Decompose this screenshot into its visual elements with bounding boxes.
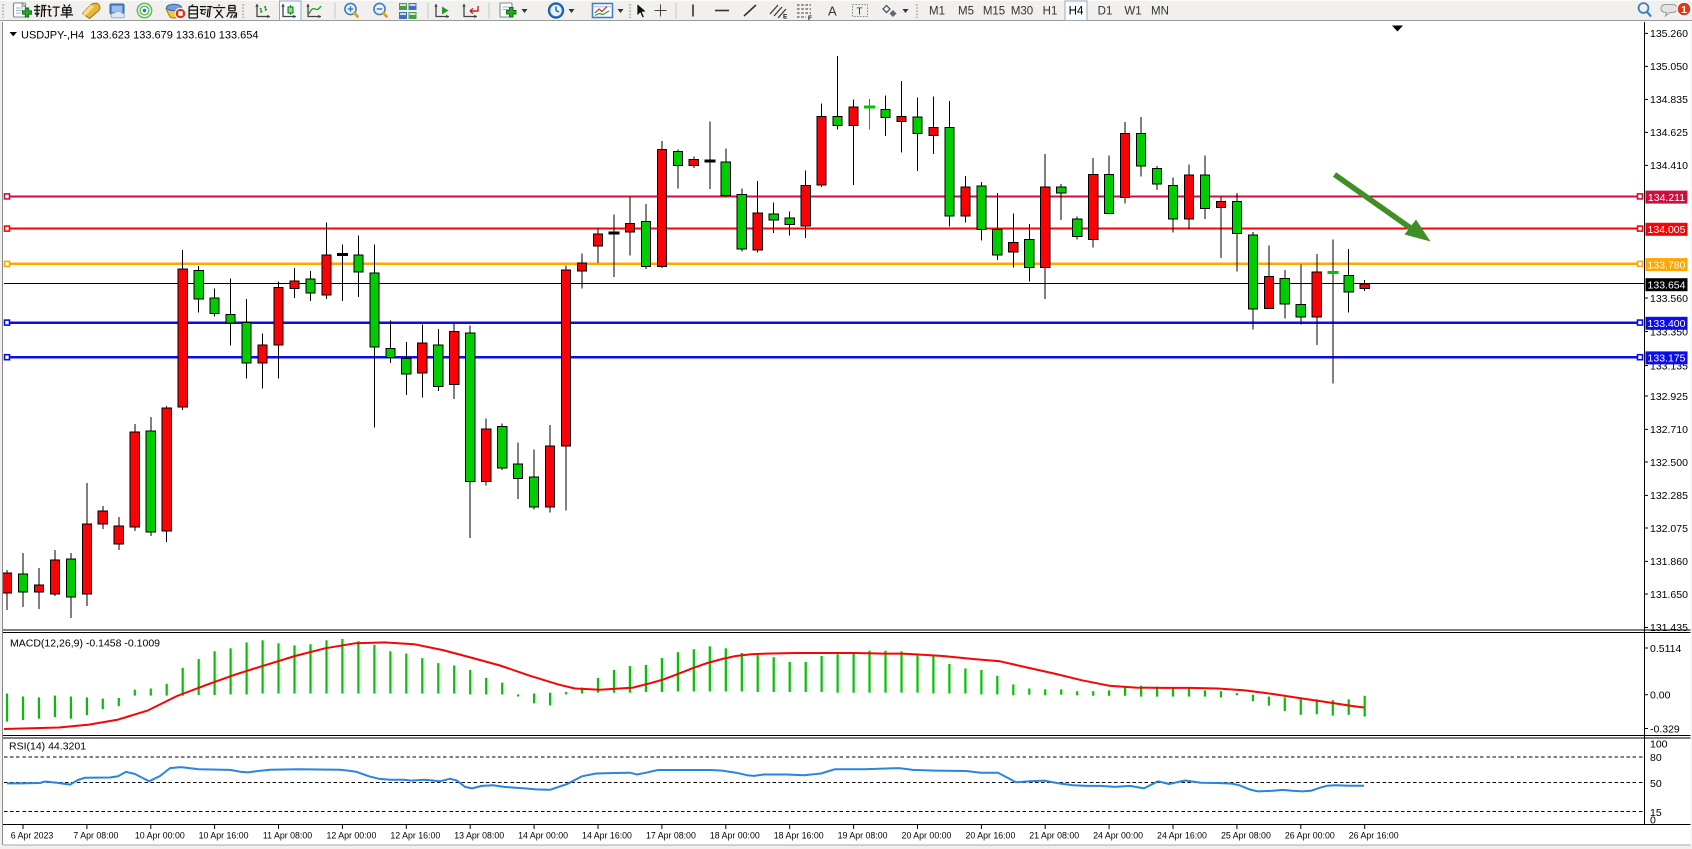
svg-text:131.860: 131.860 bbox=[1650, 556, 1688, 568]
svg-text:132.710: 132.710 bbox=[1650, 424, 1688, 436]
svg-text:MACD(12,26,9) -0.1458 -0.1009: MACD(12,26,9) -0.1458 -0.1009 bbox=[10, 638, 160, 650]
svg-text:RSI(14) 44.3201: RSI(14) 44.3201 bbox=[9, 741, 86, 753]
svg-text:F: F bbox=[808, 15, 812, 21]
svg-text:H4: H4 bbox=[1069, 6, 1084, 18]
svg-text:0.00: 0.00 bbox=[1650, 690, 1671, 702]
svg-text:-0.329: -0.329 bbox=[1650, 723, 1680, 735]
svg-text:19 Apr 08:00: 19 Apr 08:00 bbox=[838, 831, 888, 841]
svg-text:135.260: 135.260 bbox=[1650, 28, 1688, 40]
svg-text:25 Apr 08:00: 25 Apr 08:00 bbox=[1221, 831, 1271, 841]
svg-text:134.005: 134.005 bbox=[1648, 224, 1686, 236]
svg-text:D1: D1 bbox=[1098, 6, 1113, 18]
svg-text:18 Apr 00:00: 18 Apr 00:00 bbox=[710, 831, 760, 841]
svg-text:131.650: 131.650 bbox=[1650, 589, 1688, 601]
svg-text:M15: M15 bbox=[983, 6, 1005, 18]
svg-text:11 Apr 08:00: 11 Apr 08:00 bbox=[263, 831, 312, 841]
svg-text:80: 80 bbox=[1650, 752, 1662, 764]
svg-text:134.625: 134.625 bbox=[1650, 127, 1688, 139]
svg-text:1: 1 bbox=[1681, 4, 1687, 16]
svg-text:20 Apr 16:00: 20 Apr 16:00 bbox=[965, 831, 1015, 841]
svg-text:18 Apr 16:00: 18 Apr 16:00 bbox=[774, 831, 824, 841]
svg-text:100: 100 bbox=[1650, 739, 1668, 751]
svg-text:133.560: 133.560 bbox=[1650, 293, 1688, 305]
svg-text:0.5114: 0.5114 bbox=[1650, 643, 1681, 655]
svg-text:134.410: 134.410 bbox=[1650, 160, 1688, 172]
svg-text:7 Apr 08:00: 7 Apr 08:00 bbox=[73, 831, 118, 841]
svg-text:134.211: 134.211 bbox=[1648, 192, 1685, 204]
svg-text:131.435: 131.435 bbox=[1650, 622, 1688, 634]
svg-text:M5: M5 bbox=[958, 6, 974, 18]
svg-text:A: A bbox=[828, 4, 837, 19]
svg-text:T: T bbox=[857, 7, 863, 18]
svg-text:M30: M30 bbox=[1011, 6, 1033, 18]
svg-text:133.400: 133.400 bbox=[1648, 318, 1686, 330]
svg-text:132.925: 132.925 bbox=[1650, 391, 1688, 403]
svg-text:133.780: 133.780 bbox=[1648, 259, 1686, 271]
svg-text:14 Apr 16:00: 14 Apr 16:00 bbox=[582, 831, 632, 841]
svg-text:133.175: 133.175 bbox=[1648, 353, 1686, 365]
svg-text:6 Apr 2023: 6 Apr 2023 bbox=[11, 831, 54, 841]
svg-text:10 Apr 16:00: 10 Apr 16:00 bbox=[199, 831, 249, 841]
svg-text:14 Apr 00:00: 14 Apr 00:00 bbox=[518, 831, 568, 841]
svg-text:W1: W1 bbox=[1124, 6, 1141, 18]
svg-text:26 Apr 00:00: 26 Apr 00:00 bbox=[1285, 831, 1335, 841]
svg-text:132.500: 132.500 bbox=[1650, 457, 1688, 469]
svg-text:132.075: 132.075 bbox=[1650, 523, 1688, 535]
svg-text:15: 15 bbox=[1650, 807, 1662, 819]
svg-text:24 Apr 00:00: 24 Apr 00:00 bbox=[1093, 831, 1143, 841]
svg-text:24 Apr 16:00: 24 Apr 16:00 bbox=[1157, 831, 1207, 841]
svg-text:M1: M1 bbox=[929, 6, 945, 18]
svg-text:21 Apr 08:00: 21 Apr 08:00 bbox=[1029, 831, 1079, 841]
svg-text:20 Apr 00:00: 20 Apr 00:00 bbox=[902, 831, 952, 841]
svg-text:USDJPY-,H4 133.623 133.679 13: USDJPY-,H4 133.623 133.679 133.610 133.6… bbox=[21, 30, 259, 42]
svg-text:0: 0 bbox=[1650, 815, 1656, 827]
svg-text:26 Apr 16:00: 26 Apr 16:00 bbox=[1349, 831, 1399, 841]
svg-text:MN: MN bbox=[1151, 6, 1169, 18]
svg-text:134.835: 134.835 bbox=[1650, 94, 1688, 106]
svg-text:12 Apr 16:00: 12 Apr 16:00 bbox=[390, 831, 440, 841]
svg-text:132.285: 132.285 bbox=[1650, 490, 1688, 502]
svg-text:10 Apr 00:00: 10 Apr 00:00 bbox=[135, 831, 185, 841]
svg-text:50: 50 bbox=[1650, 778, 1662, 790]
svg-text:17 Apr 08:00: 17 Apr 08:00 bbox=[646, 831, 696, 841]
svg-text:135.050: 135.050 bbox=[1650, 61, 1688, 73]
svg-text:133.654: 133.654 bbox=[1648, 280, 1686, 292]
svg-text:H1: H1 bbox=[1043, 6, 1058, 18]
svg-text:12 Apr 00:00: 12 Apr 00:00 bbox=[326, 831, 376, 841]
svg-text:13 Apr 08:00: 13 Apr 08:00 bbox=[454, 831, 504, 841]
svg-text:E: E bbox=[783, 14, 788, 21]
